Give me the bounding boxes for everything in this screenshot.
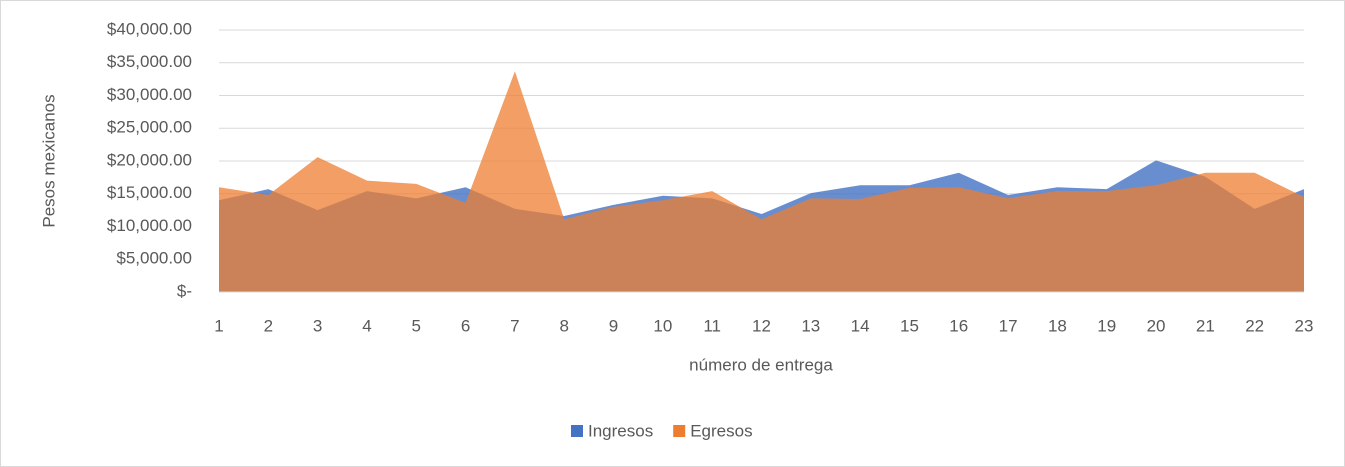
x-tick-label: 8 (559, 316, 568, 335)
x-tick-label: 3 (313, 316, 322, 335)
x-tick-label: 11 (703, 316, 721, 335)
x-tick-label: 16 (949, 316, 968, 335)
legend-label: Ingresos (588, 421, 653, 440)
y-tick-label: $- (177, 281, 192, 300)
x-tick-label: 4 (362, 316, 371, 335)
x-tick-label: 5 (412, 316, 421, 335)
legend-label: Egresos (690, 421, 752, 440)
area (219, 71, 1304, 292)
y-tick-label: $10,000.00 (107, 216, 192, 235)
y-axis-title: Pesos mexicanos (39, 94, 58, 227)
y-tick-label: $35,000.00 (107, 52, 192, 71)
x-tick-label: 21 (1196, 316, 1215, 335)
y-tick-label: $30,000.00 (107, 85, 192, 104)
x-tick-label: 2 (264, 316, 273, 335)
x-tick-label: 10 (653, 316, 672, 335)
x-tick-label: 18 (1048, 316, 1067, 335)
y-tick-label: $5,000.00 (116, 249, 192, 268)
x-tick-label: 22 (1245, 316, 1264, 335)
legend-swatch (571, 425, 583, 437)
y-tick-label: $25,000.00 (107, 118, 192, 137)
x-tick-label: 13 (801, 316, 820, 335)
legend-swatch (673, 425, 686, 437)
x-tick-label: 20 (1147, 316, 1166, 335)
y-tick-label: $40,000.00 (107, 19, 192, 38)
x-tick-label: 12 (752, 316, 771, 335)
x-tick-label: 1 (214, 316, 223, 335)
x-axis-title: número de entrega (689, 355, 833, 374)
y-tick-label: $15,000.00 (107, 183, 192, 202)
x-tick-label: 19 (1097, 316, 1116, 335)
x-tick-label: 6 (461, 316, 470, 335)
y-tick-label: $20,000.00 (107, 150, 192, 169)
x-tick-label: 17 (999, 316, 1018, 335)
x-tick-label: 9 (609, 316, 618, 335)
x-tick-label: 23 (1295, 316, 1314, 335)
x-tick-label: 14 (851, 316, 870, 335)
x-tick-label: 7 (510, 316, 519, 335)
x-tick-label: 15 (900, 316, 919, 335)
